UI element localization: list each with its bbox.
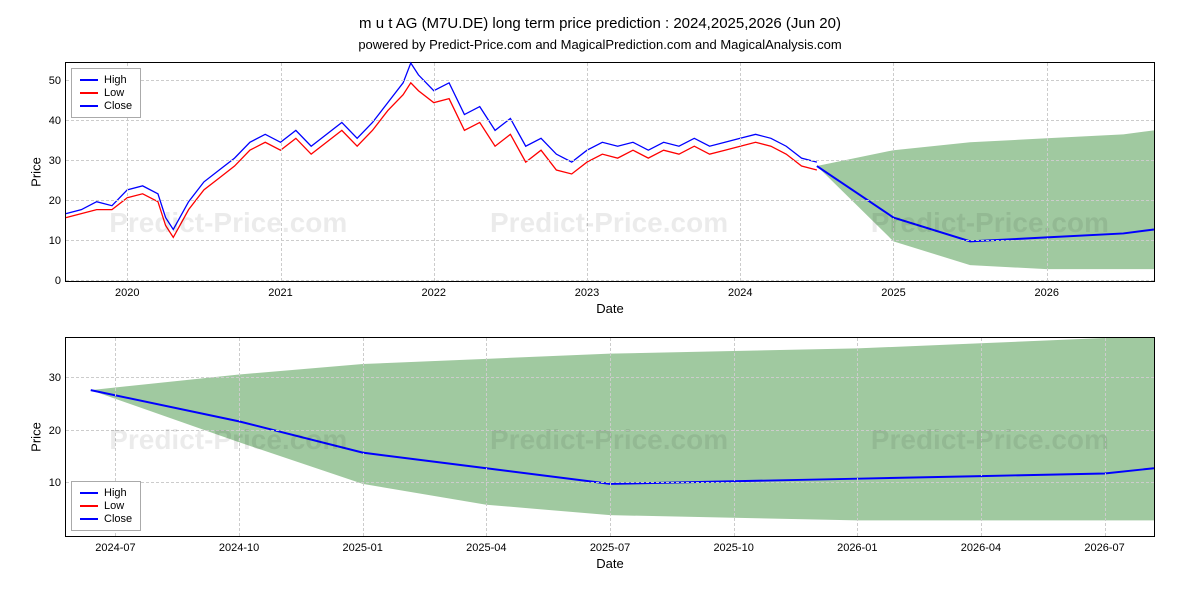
gridline-v	[281, 63, 282, 281]
legend-label: Close	[104, 100, 132, 112]
xtick-label: 2026-04	[961, 542, 1001, 554]
gridline-h	[66, 120, 1154, 121]
legend-swatch	[80, 492, 98, 494]
xtick-label: 2021	[268, 287, 292, 299]
gridline-h	[66, 160, 1154, 161]
ytick-label: 20	[36, 195, 61, 207]
xtick-label: 2024-07	[95, 542, 135, 554]
chart-bottom: Price Date 1020302024-072024-102025-0120…	[65, 337, 1155, 537]
ytick-label: 50	[36, 75, 61, 87]
legend-item: High	[80, 74, 132, 86]
ytick-label: 10	[36, 235, 61, 247]
legend-item: Low	[80, 500, 132, 512]
gridline-v	[857, 338, 858, 536]
ytick-label: 20	[36, 425, 61, 437]
legend-swatch	[80, 92, 98, 94]
xtick-label: 2024	[728, 287, 752, 299]
ytick-label: 0	[36, 275, 61, 287]
xtick-label: 2025-07	[590, 542, 630, 554]
xtick-label: 2025-10	[713, 542, 753, 554]
xtick-label: 2022	[422, 287, 446, 299]
legend: HighLowClose	[71, 481, 141, 531]
legend-label: High	[104, 74, 127, 86]
gridline-v	[486, 338, 487, 536]
ytick-label: 10	[36, 477, 61, 489]
legend-swatch	[80, 518, 98, 520]
chart-top: Price Date 01020304050202020212022202320…	[65, 62, 1155, 282]
legend-item: Low	[80, 87, 132, 99]
legend-label: Close	[104, 513, 132, 525]
legend-swatch	[80, 79, 98, 81]
ytick-label: 40	[36, 115, 61, 127]
legend-item: Close	[80, 100, 132, 112]
chart-subtitle: powered by Predict-Price.com and Magical…	[10, 37, 1190, 52]
xtick-label: 2025	[881, 287, 905, 299]
legend-label: Low	[104, 87, 124, 99]
gridline-v	[981, 338, 982, 536]
gridline-h	[66, 80, 1154, 81]
xlabel-bottom: Date	[596, 556, 623, 571]
xtick-label: 2026-01	[837, 542, 877, 554]
gridline-h	[66, 200, 1154, 201]
chart-top-svg	[66, 63, 1154, 281]
xtick-label: 2025-04	[466, 542, 506, 554]
xlabel-top: Date	[596, 301, 623, 316]
legend-item: Close	[80, 513, 132, 525]
legend-label: Low	[104, 500, 124, 512]
chart-title: m u t AG (M7U.DE) long term price predic…	[10, 15, 1190, 32]
high-line	[66, 63, 817, 229]
gridline-v	[1105, 338, 1106, 536]
legend-item: High	[80, 487, 132, 499]
gridline-h	[66, 280, 1154, 281]
gridline-v	[740, 63, 741, 281]
legend: HighLowClose	[71, 68, 141, 118]
gridline-v	[610, 338, 611, 536]
legend-swatch	[80, 505, 98, 507]
gridline-v	[363, 338, 364, 536]
xtick-label: 2026	[1034, 287, 1058, 299]
gridline-v	[587, 63, 588, 281]
ytick-label: 30	[36, 372, 61, 384]
xtick-label: 2026-07	[1084, 542, 1124, 554]
gridline-v	[734, 338, 735, 536]
xtick-label: 2025-01	[343, 542, 383, 554]
xtick-label: 2020	[115, 287, 139, 299]
gridline-v	[434, 63, 435, 281]
gridline-v	[893, 63, 894, 281]
xtick-label: 2023	[575, 287, 599, 299]
gridline-h	[66, 240, 1154, 241]
xtick-label: 2024-10	[219, 542, 259, 554]
gridline-v	[239, 338, 240, 536]
gridline-v	[1047, 63, 1048, 281]
ytick-label: 30	[36, 155, 61, 167]
legend-label: High	[104, 487, 127, 499]
legend-swatch	[80, 105, 98, 107]
